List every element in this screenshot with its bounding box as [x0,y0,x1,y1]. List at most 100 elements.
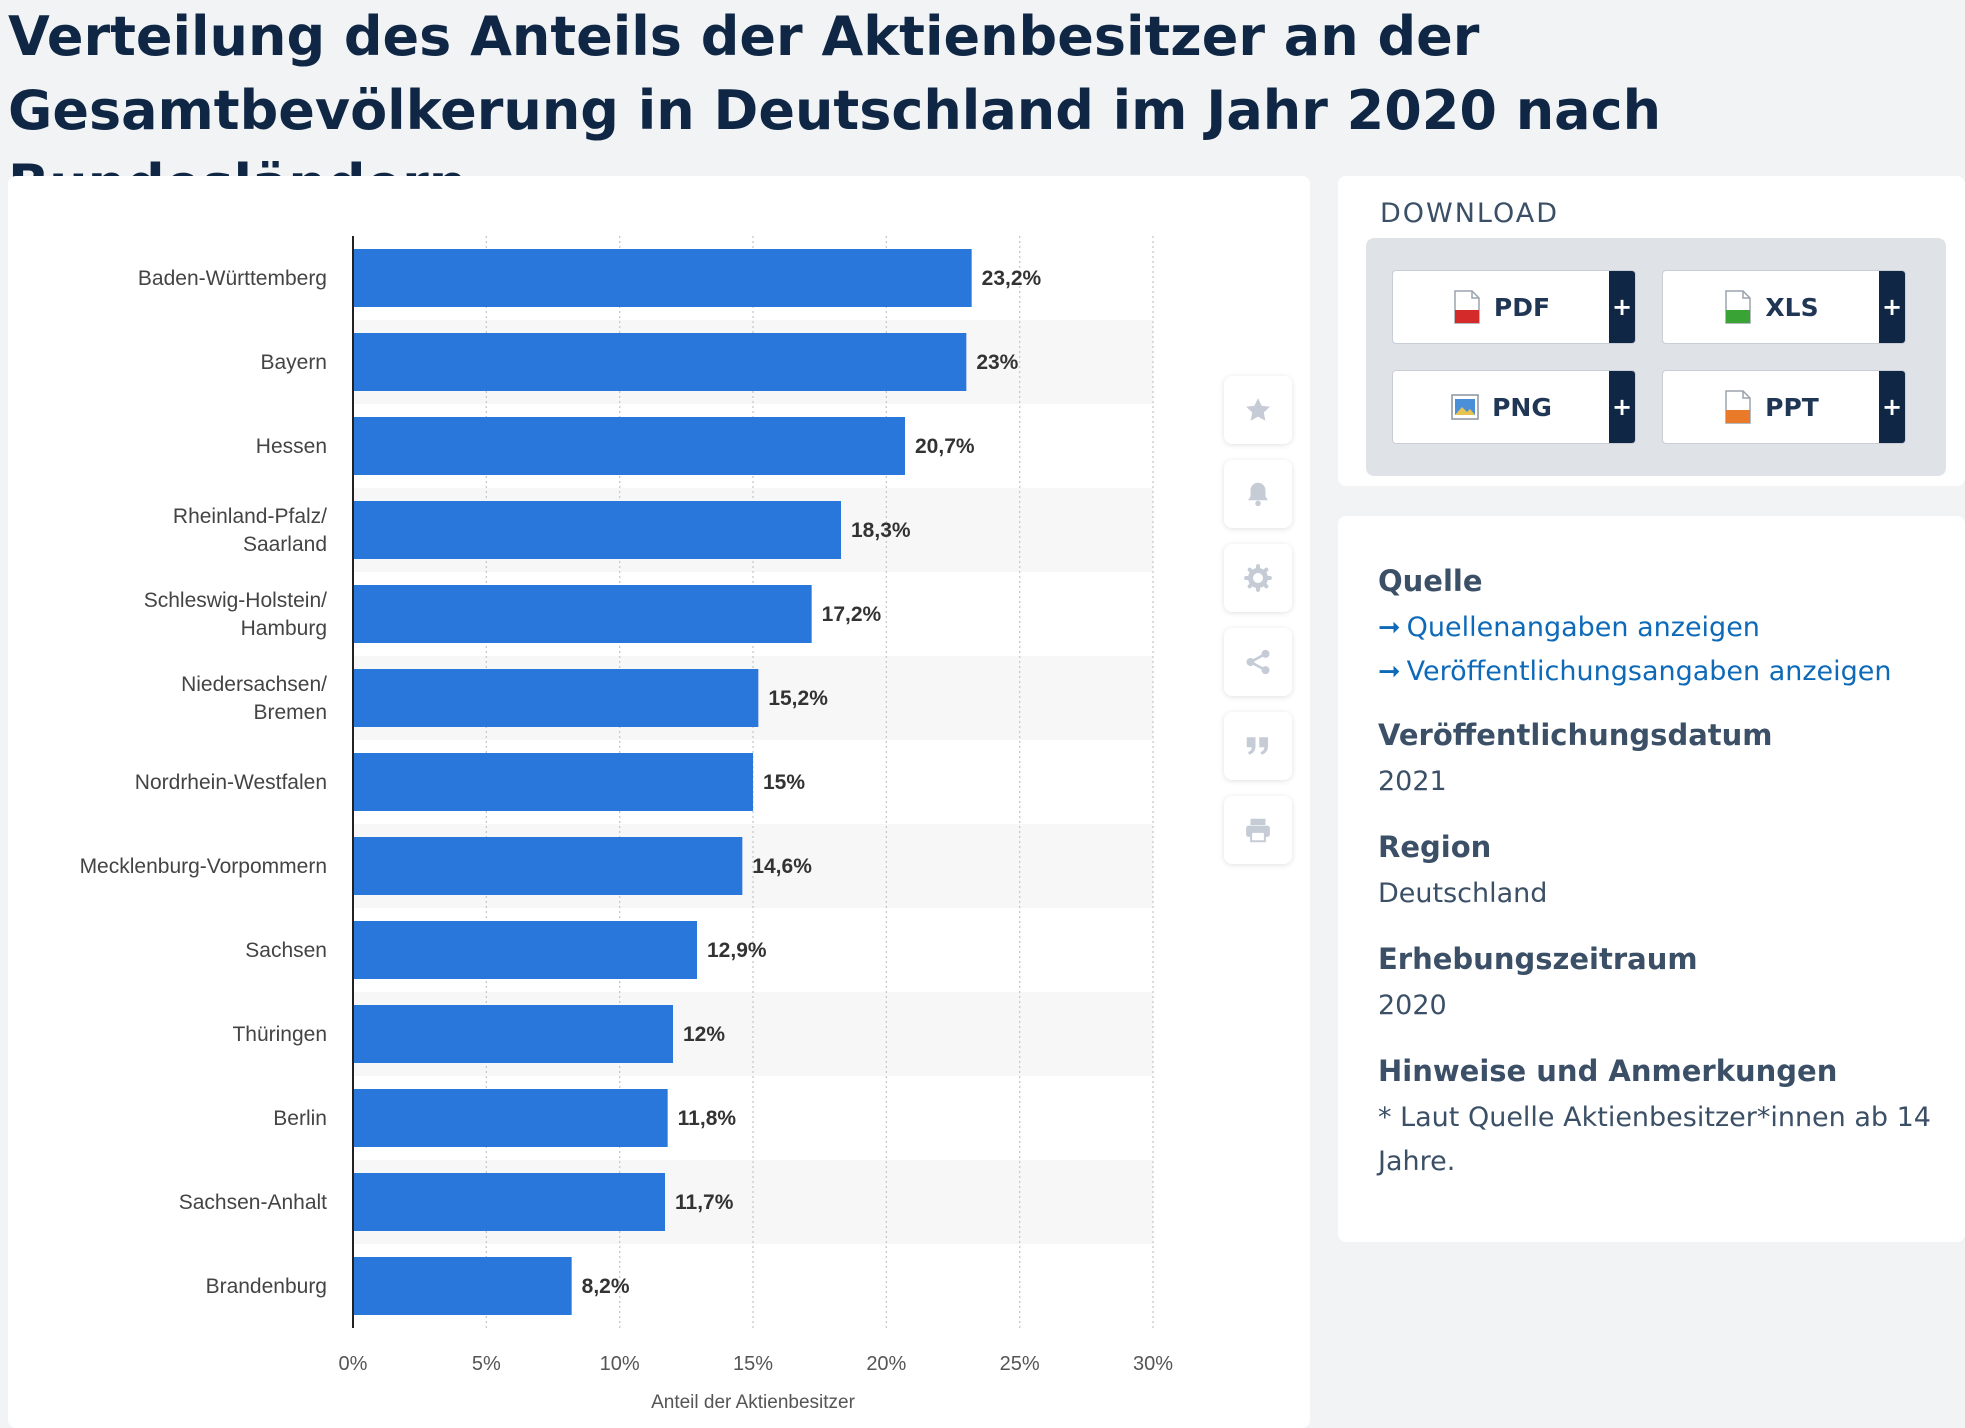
chart-card: 23,2% Baden-Württemberg 23% Bayern 20,7% Hess… [8,176,1310,1428]
download-pdf-label: PDF [1493,292,1551,322]
source-details-link[interactable]: ➞ Quellenangaben anzeigen [1378,606,1938,650]
quote-icon [1246,737,1268,755]
download-xls-label: XLS [1765,292,1819,322]
data-label: 17,2% [822,603,882,626]
category-label: Bayern [260,351,327,374]
publication-date-label: Veröffentlichungsdatum [1378,718,1773,752]
category-label: Hessen [256,435,327,458]
bar [353,333,967,391]
bar [353,1173,665,1231]
category-label: Mecklenburg-Vorpommern [80,855,327,878]
download-ppt-plus[interactable]: + [1879,371,1905,443]
notes-label: Hinweise und Anmerkungen [1378,1054,1838,1088]
download-png-button[interactable]: PNG + [1392,370,1636,444]
source-label: Quelle [1378,564,1483,598]
share-button[interactable] [1224,628,1292,696]
notes-value: * Laut Quelle Aktienbesitzer*innen ab 14… [1378,1102,1931,1177]
gear-icon [1244,564,1272,592]
download-xls-button[interactable]: XLS + [1662,270,1906,344]
download-panel: DOWNLOAD PDF + XLS + [1338,176,1965,486]
category-label: Schleswig-Holstein/Hamburg [144,589,327,640]
pdf-file-icon [1454,290,1480,324]
download-ppt-button[interactable]: PPT + [1662,370,1906,444]
download-pdf-plus[interactable]: + [1609,271,1635,343]
x-tick-label: 10% [600,1353,640,1375]
data-label: 12% [683,1023,725,1046]
star-icon [1246,398,1270,421]
survey-period-label: Erhebungszeitraum [1378,942,1698,976]
bar [353,417,905,475]
bar [353,753,753,811]
data-label: 11,7% [675,1191,734,1214]
x-tick-label: 20% [866,1353,906,1375]
chart-toolbar [1224,376,1294,880]
print-icon [1246,818,1270,843]
download-png-plus[interactable]: + [1609,371,1635,443]
arrow-right-icon: ➞ [1378,612,1401,643]
png-file-icon [1451,394,1479,420]
data-label: 12,9% [707,939,767,962]
bar [353,1005,673,1063]
bar [353,921,697,979]
data-label: 8,2% [582,1275,630,1298]
publication-date-section: Veröffentlichungsdatum 2021 [1378,718,1938,804]
category-label: Berlin [273,1107,327,1130]
download-pdf-button[interactable]: PDF + [1392,270,1636,344]
bar [353,1257,572,1315]
category-label: Nordrhein-Westfalen [135,771,327,794]
download-grid: PDF + XLS + PNG [1366,238,1946,476]
data-label: 15,2% [768,687,828,710]
data-label: 23,2% [982,267,1042,290]
source-details-link-text: Quellenangaben anzeigen [1406,612,1760,643]
share-icon [1246,649,1270,675]
survey-period-value: 2020 [1378,990,1447,1021]
bar-chart: 23,2% Baden-Württemberg 23% Bayern 20,7% Hess… [80,236,1173,1413]
category-label: Thüringen [232,1023,327,1046]
category-label: Sachsen-Anhalt [179,1191,327,1214]
x-axis-title: Anteil der Aktienbesitzer [651,1392,856,1413]
bar [353,585,812,643]
category-label: Brandenburg [206,1275,327,1298]
x-tick-label: 25% [1000,1353,1040,1375]
page-title: Verteilung des Anteils der Aktienbesitze… [8,5,1662,216]
download-title: DOWNLOAD [1380,198,1560,229]
survey-period-section: Erhebungszeitraum 2020 [1378,942,1938,1028]
category-label: Rheinland-Pfalz/Saarland [173,505,327,556]
region-section: Region Deutschland [1378,830,1938,916]
bar [353,501,841,559]
arrow-right-icon: ➞ [1378,656,1401,687]
x-tick-label: 5% [472,1353,501,1375]
data-label: 14,6% [752,855,812,878]
ppt-file-icon [1725,390,1751,424]
print-button[interactable] [1224,796,1292,864]
info-panel: Quelle ➞ Quellenangaben anzeigen ➞ Veröffe… [1338,516,1965,1242]
x-tick-label: 0% [339,1353,368,1375]
x-tick-label: 30% [1133,1353,1173,1375]
source-section: Quelle ➞ Quellenangaben anzeigen ➞ Veröffe… [1378,564,1938,694]
data-label: 23% [976,351,1018,374]
bar [353,249,972,307]
data-label: 15% [763,771,805,794]
cite-button[interactable] [1224,712,1292,780]
publication-details-link-text: Veröffentlichungsangaben anzeigen [1406,656,1892,687]
category-label: Sachsen [245,939,327,962]
data-label: 11,8% [678,1107,737,1130]
x-tick-label: 15% [733,1353,773,1375]
notes-section: Hinweise und Anmerkungen * Laut Quelle A… [1378,1054,1938,1184]
download-xls-plus[interactable]: + [1879,271,1905,343]
publication-date-value: 2021 [1378,766,1447,797]
notification-button[interactable] [1224,460,1292,528]
download-ppt-label: PPT [1765,392,1819,422]
region-label: Region [1378,830,1492,864]
data-label: 20,7% [915,435,975,458]
bell-icon [1248,482,1268,507]
download-png-label: PNG [1492,392,1552,422]
bar [353,837,743,895]
favorite-button[interactable] [1224,376,1292,444]
bar [353,669,759,727]
xls-file-icon [1725,290,1752,324]
settings-button[interactable] [1224,544,1292,612]
bar [353,1089,668,1147]
category-label: Baden-Württemberg [138,267,327,290]
publication-details-link[interactable]: ➞ Veröffentlichungsangaben anzeigen [1378,650,1938,694]
